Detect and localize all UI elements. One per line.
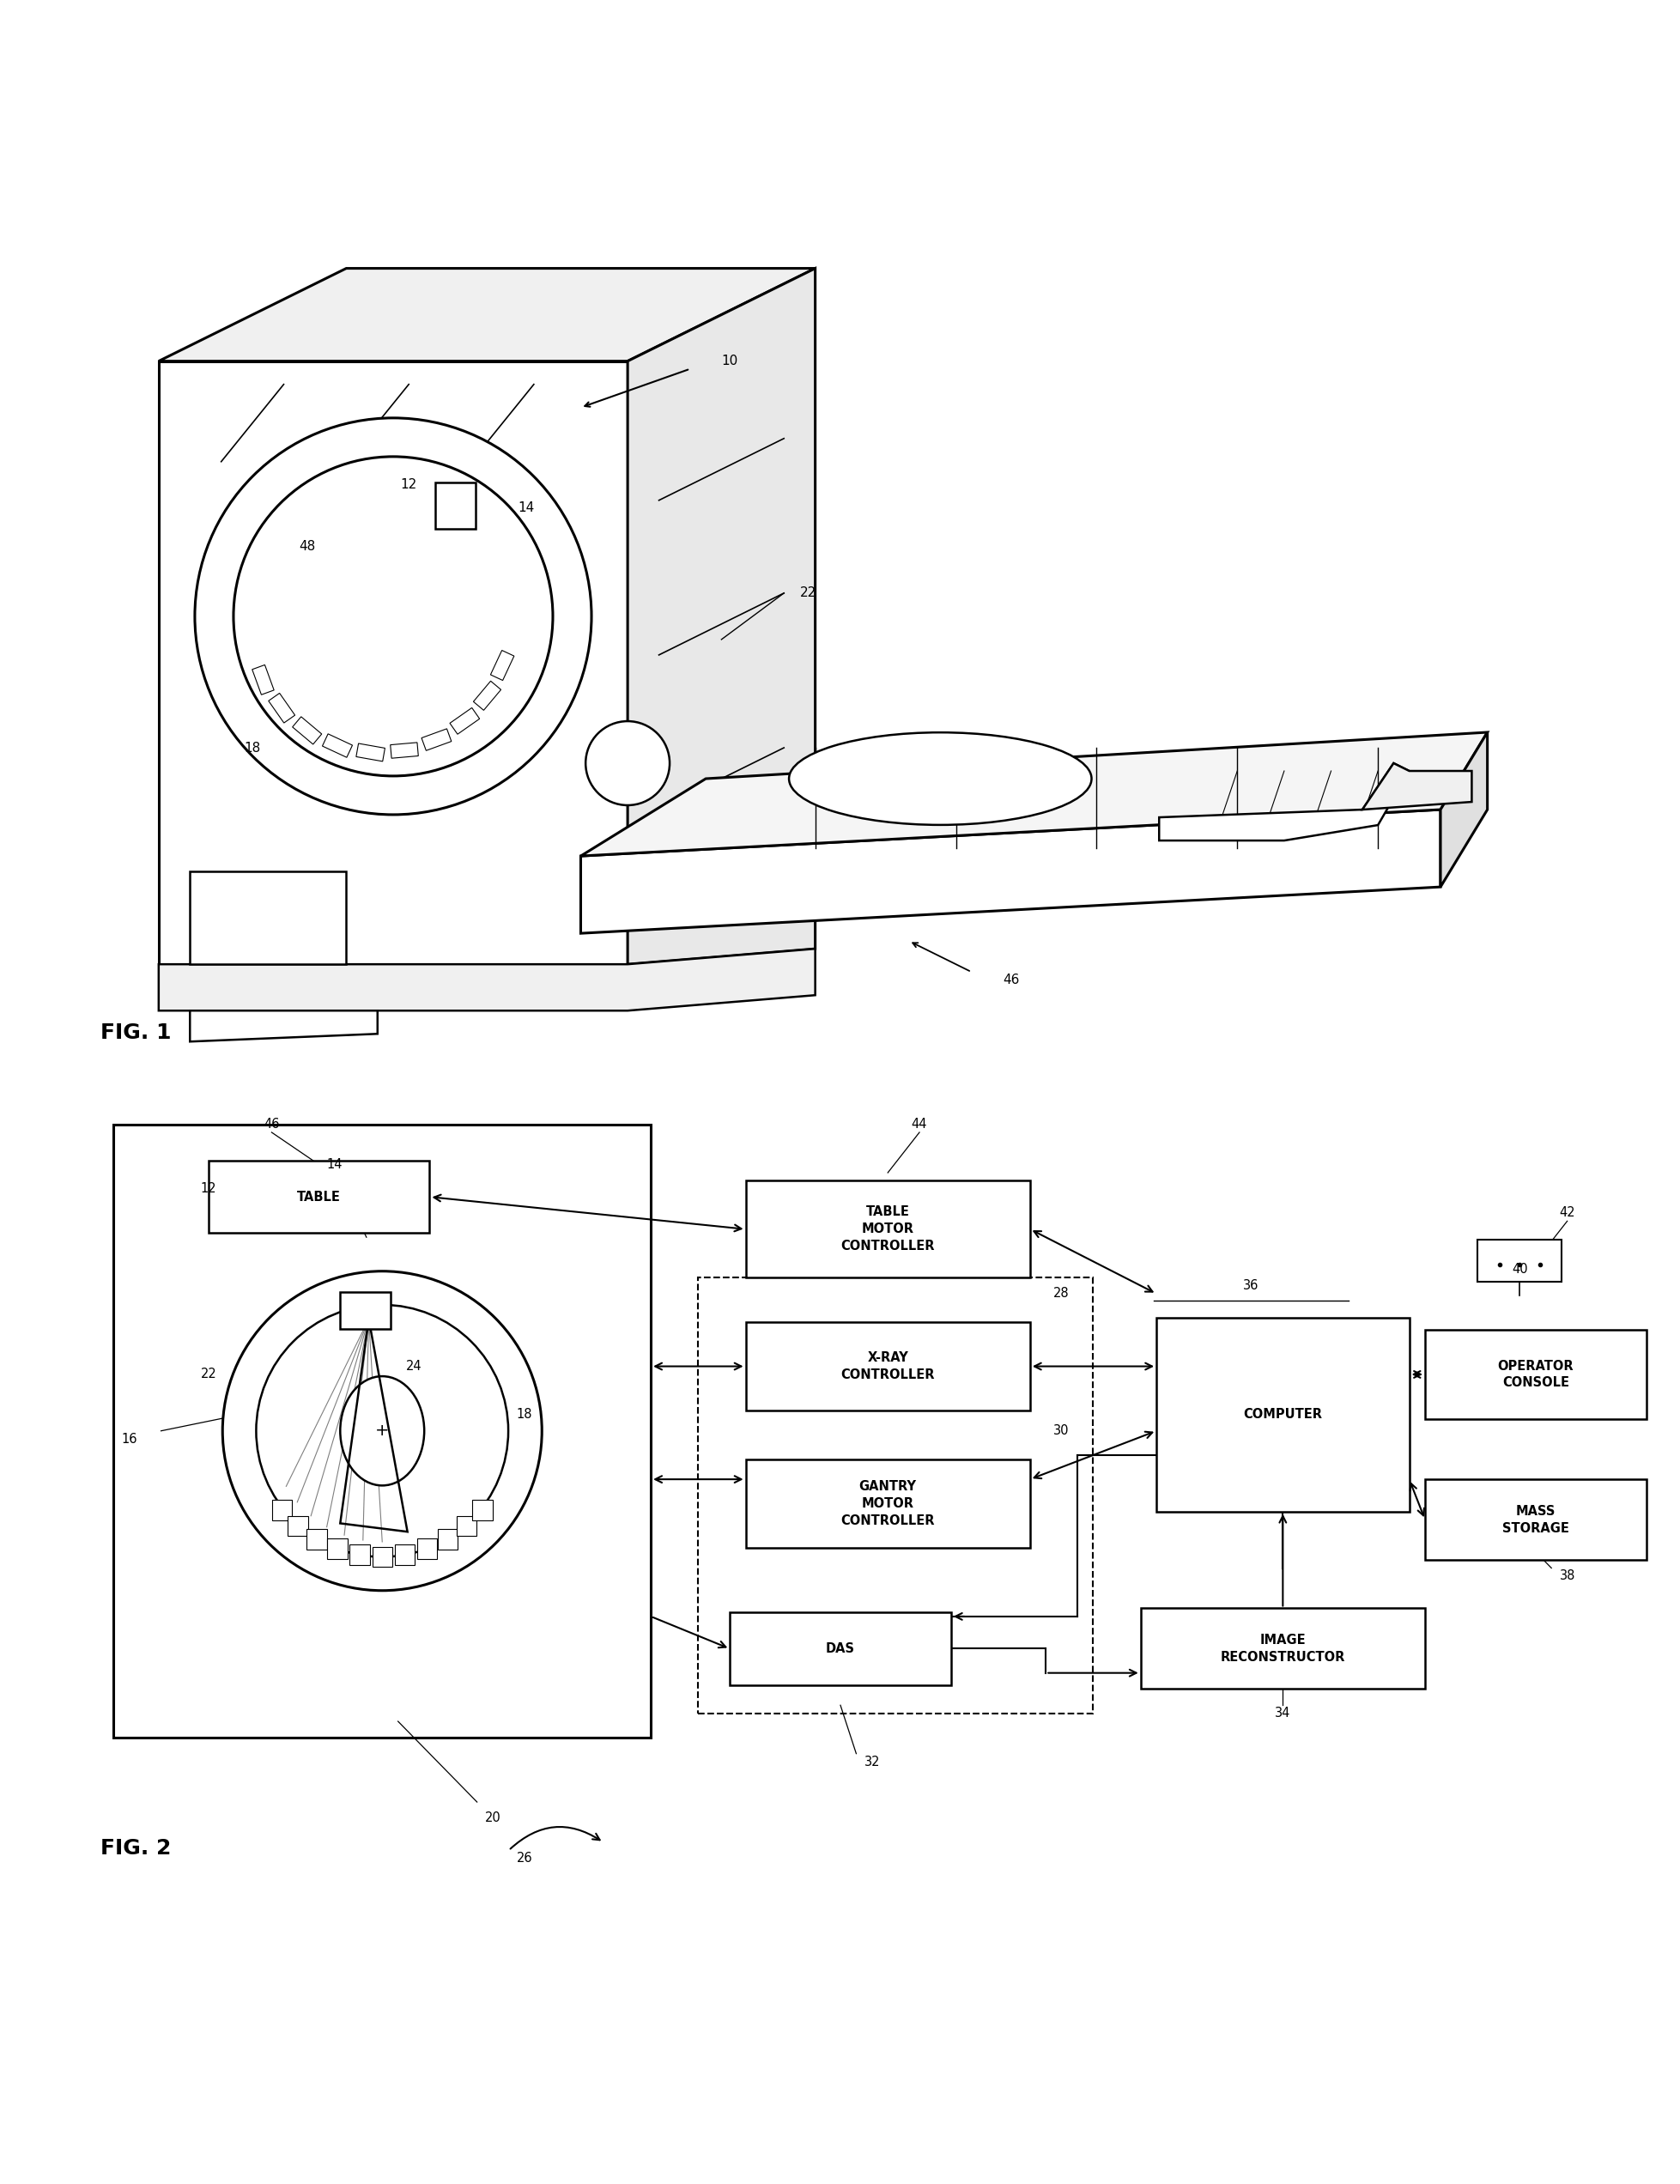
Bar [491,651,514,681]
Text: 30: 30 [1053,1424,1068,1437]
Bar [1141,1607,1425,1688]
Text: 12: 12 [400,478,417,491]
Text: 32: 32 [864,1756,880,1769]
Text: 36: 36 [1243,1280,1258,1293]
Bar [306,1529,326,1548]
Circle shape [234,456,553,775]
Text: FIG. 1: FIG. 1 [101,1022,171,1044]
Bar [356,743,385,762]
Text: 46: 46 [1003,974,1018,987]
Text: DAS: DAS [825,1642,855,1655]
Text: 26: 26 [516,1852,533,1865]
Bar [390,743,418,758]
Text: 12: 12 [200,1182,217,1195]
Polygon shape [1361,762,1472,810]
Text: FIG. 2: FIG. 2 [101,1839,171,1859]
Ellipse shape [788,732,1090,826]
Text: 46: 46 [264,1118,279,1131]
Polygon shape [1440,732,1487,887]
Bar [395,1544,415,1566]
Bar [746,1321,1030,1411]
Text: OPERATOR
CONSOLE: OPERATOR CONSOLE [1497,1358,1572,1389]
Bar [472,1500,492,1520]
Text: COMPUTER: COMPUTER [1243,1409,1322,1422]
Bar [455,1516,475,1535]
Bar [417,1540,437,1559]
Bar [328,1540,348,1559]
Text: 24: 24 [405,1361,422,1374]
Bar [437,1529,457,1548]
Polygon shape [190,871,346,965]
Text: 22: 22 [200,1367,217,1380]
Text: 18: 18 [244,740,260,753]
Bar [435,483,475,529]
Bar [1425,1330,1645,1420]
Polygon shape [158,269,815,360]
Text: 38: 38 [1559,1570,1574,1583]
Text: +: + [375,1422,390,1439]
Text: 34: 34 [1275,1708,1290,1719]
Circle shape [222,1271,541,1590]
Text: TABLE: TABLE [297,1190,341,1203]
Bar [697,1278,1092,1712]
Text: 10: 10 [721,354,738,367]
Bar [1156,1317,1408,1511]
Bar [339,1293,390,1330]
Text: 16: 16 [121,1433,138,1446]
Text: GANTRY
MOTOR
CONTROLLER: GANTRY MOTOR CONTROLLER [840,1481,934,1527]
Text: IMAGE
RECONSTRUCTOR: IMAGE RECONSTRUCTOR [1220,1634,1344,1664]
Bar [729,1612,951,1686]
Bar [292,716,321,745]
Polygon shape [581,732,1487,856]
Circle shape [255,1304,507,1557]
Text: X-RAY
CONTROLLER: X-RAY CONTROLLER [840,1352,934,1380]
Bar [208,1160,430,1234]
Bar [1477,1241,1561,1282]
Bar [746,1459,1030,1548]
Text: 18: 18 [516,1409,533,1422]
Text: 20: 20 [484,1813,501,1824]
Text: 42: 42 [1559,1206,1574,1219]
Text: 48: 48 [299,539,316,553]
Bar [272,1500,292,1520]
Bar [371,1546,391,1566]
Bar [450,708,479,734]
Text: 22: 22 [800,587,816,601]
Bar [474,681,501,710]
Circle shape [195,417,591,815]
Circle shape [585,721,669,806]
Text: 14: 14 [517,502,534,515]
Polygon shape [114,1125,650,1738]
Text: 44: 44 [911,1118,927,1131]
Ellipse shape [339,1376,423,1485]
Polygon shape [627,269,815,965]
Text: MASS
STORAGE: MASS STORAGE [1502,1505,1567,1535]
Polygon shape [581,810,1440,933]
Text: TABLE
MOTOR
CONTROLLER: TABLE MOTOR CONTROLLER [840,1206,934,1254]
Bar [252,664,274,695]
Bar [746,1182,1030,1278]
Bar [422,729,452,751]
Polygon shape [190,1011,378,1042]
Bar [269,692,294,723]
Polygon shape [158,360,627,965]
Bar [323,734,353,758]
Text: 40: 40 [1510,1262,1527,1275]
Polygon shape [1159,762,1408,841]
Text: 14: 14 [326,1158,343,1171]
Text: 28: 28 [1053,1286,1068,1299]
Bar [1425,1479,1645,1559]
Bar [287,1516,307,1535]
Polygon shape [158,948,815,1011]
Bar [349,1544,370,1566]
